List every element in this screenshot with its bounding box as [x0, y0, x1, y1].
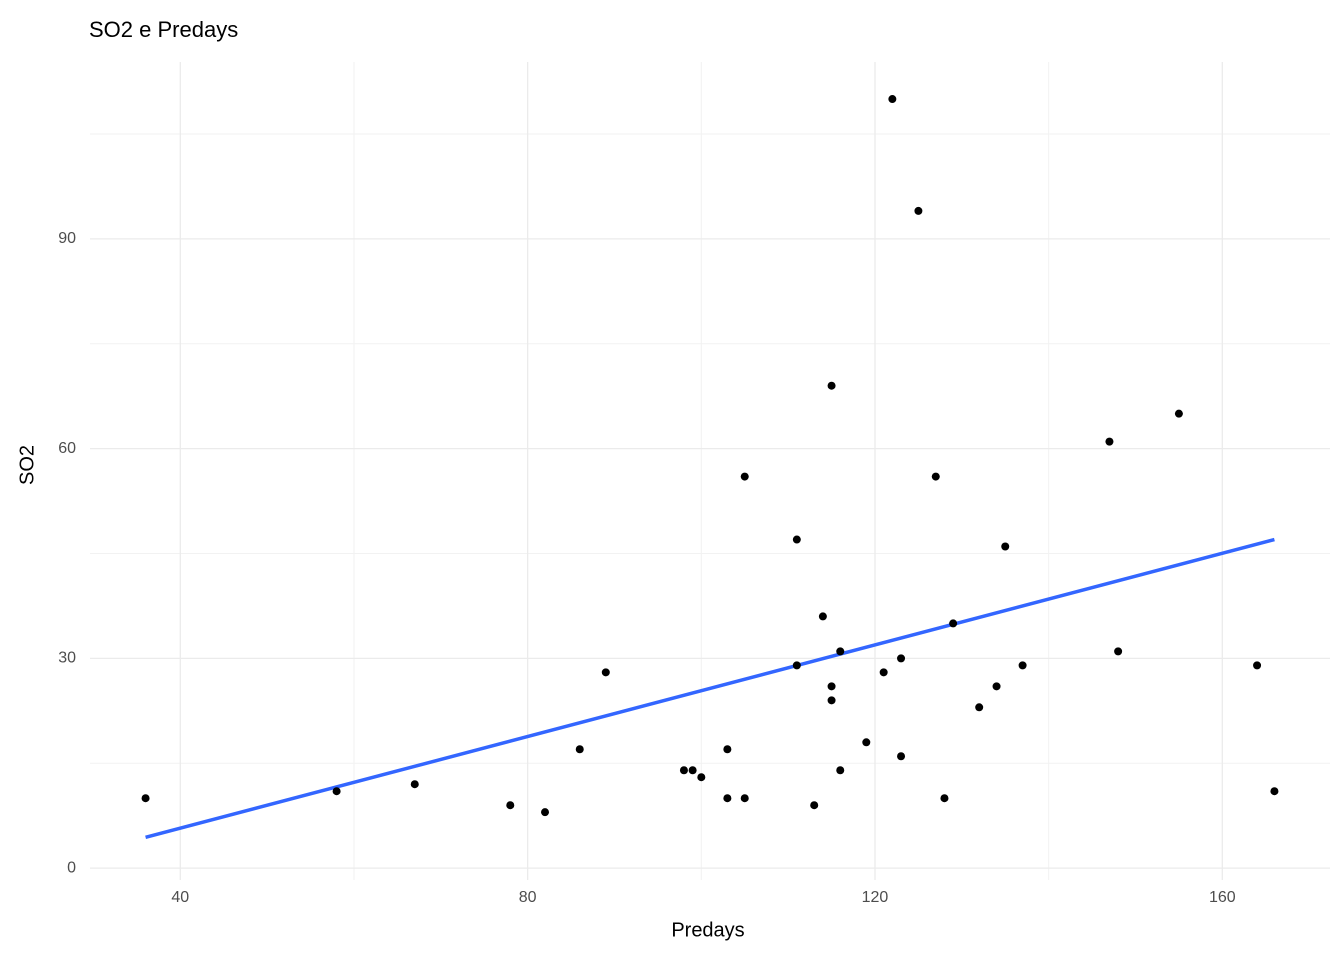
point [740, 472, 749, 481]
marks [141, 95, 1279, 840]
point [992, 682, 1001, 691]
y-axis-label: SO2 [16, 445, 38, 485]
point [688, 766, 697, 775]
point [940, 794, 949, 803]
x-tick-label: 120 [862, 889, 889, 906]
point [1001, 542, 1010, 551]
point [697, 773, 706, 782]
x-tick-label: 40 [171, 889, 189, 906]
x-tick-label: 160 [1209, 889, 1236, 906]
point [1253, 661, 1262, 670]
point [836, 766, 845, 775]
point [827, 696, 836, 705]
y-tick-label: 30 [58, 650, 76, 667]
point [141, 794, 150, 803]
y-tick-label: 90 [58, 230, 76, 247]
point [541, 808, 550, 817]
point [897, 654, 906, 663]
point [1114, 647, 1123, 656]
point [740, 794, 749, 803]
grid: 40 80 120 160 0 30 60 90 [58, 62, 1330, 906]
point [888, 95, 897, 104]
chart-title: SO2 e Predays [89, 17, 238, 42]
point [410, 780, 419, 789]
point [836, 647, 845, 656]
point [792, 535, 801, 544]
point [792, 661, 801, 670]
point [1174, 409, 1183, 418]
point [879, 668, 888, 677]
point [1105, 437, 1114, 446]
point [810, 801, 819, 810]
point [506, 801, 515, 810]
point [1270, 787, 1279, 796]
x-axis-label: Predays [671, 919, 744, 941]
point [1018, 661, 1027, 670]
point [723, 745, 732, 754]
point [949, 619, 958, 628]
point [931, 472, 940, 481]
point [575, 745, 584, 754]
point [975, 703, 984, 712]
point [818, 612, 827, 621]
point [827, 381, 836, 390]
trend-line [145, 537, 1275, 840]
point [723, 794, 732, 803]
point [914, 206, 923, 215]
point [897, 752, 906, 761]
point [332, 787, 341, 796]
point [679, 766, 688, 775]
y-tick-label: 0 [67, 859, 76, 876]
y-tick-label: 60 [58, 440, 76, 457]
x-tick-label: 80 [519, 889, 537, 906]
point [827, 682, 836, 691]
point [862, 738, 871, 747]
point [601, 668, 610, 677]
